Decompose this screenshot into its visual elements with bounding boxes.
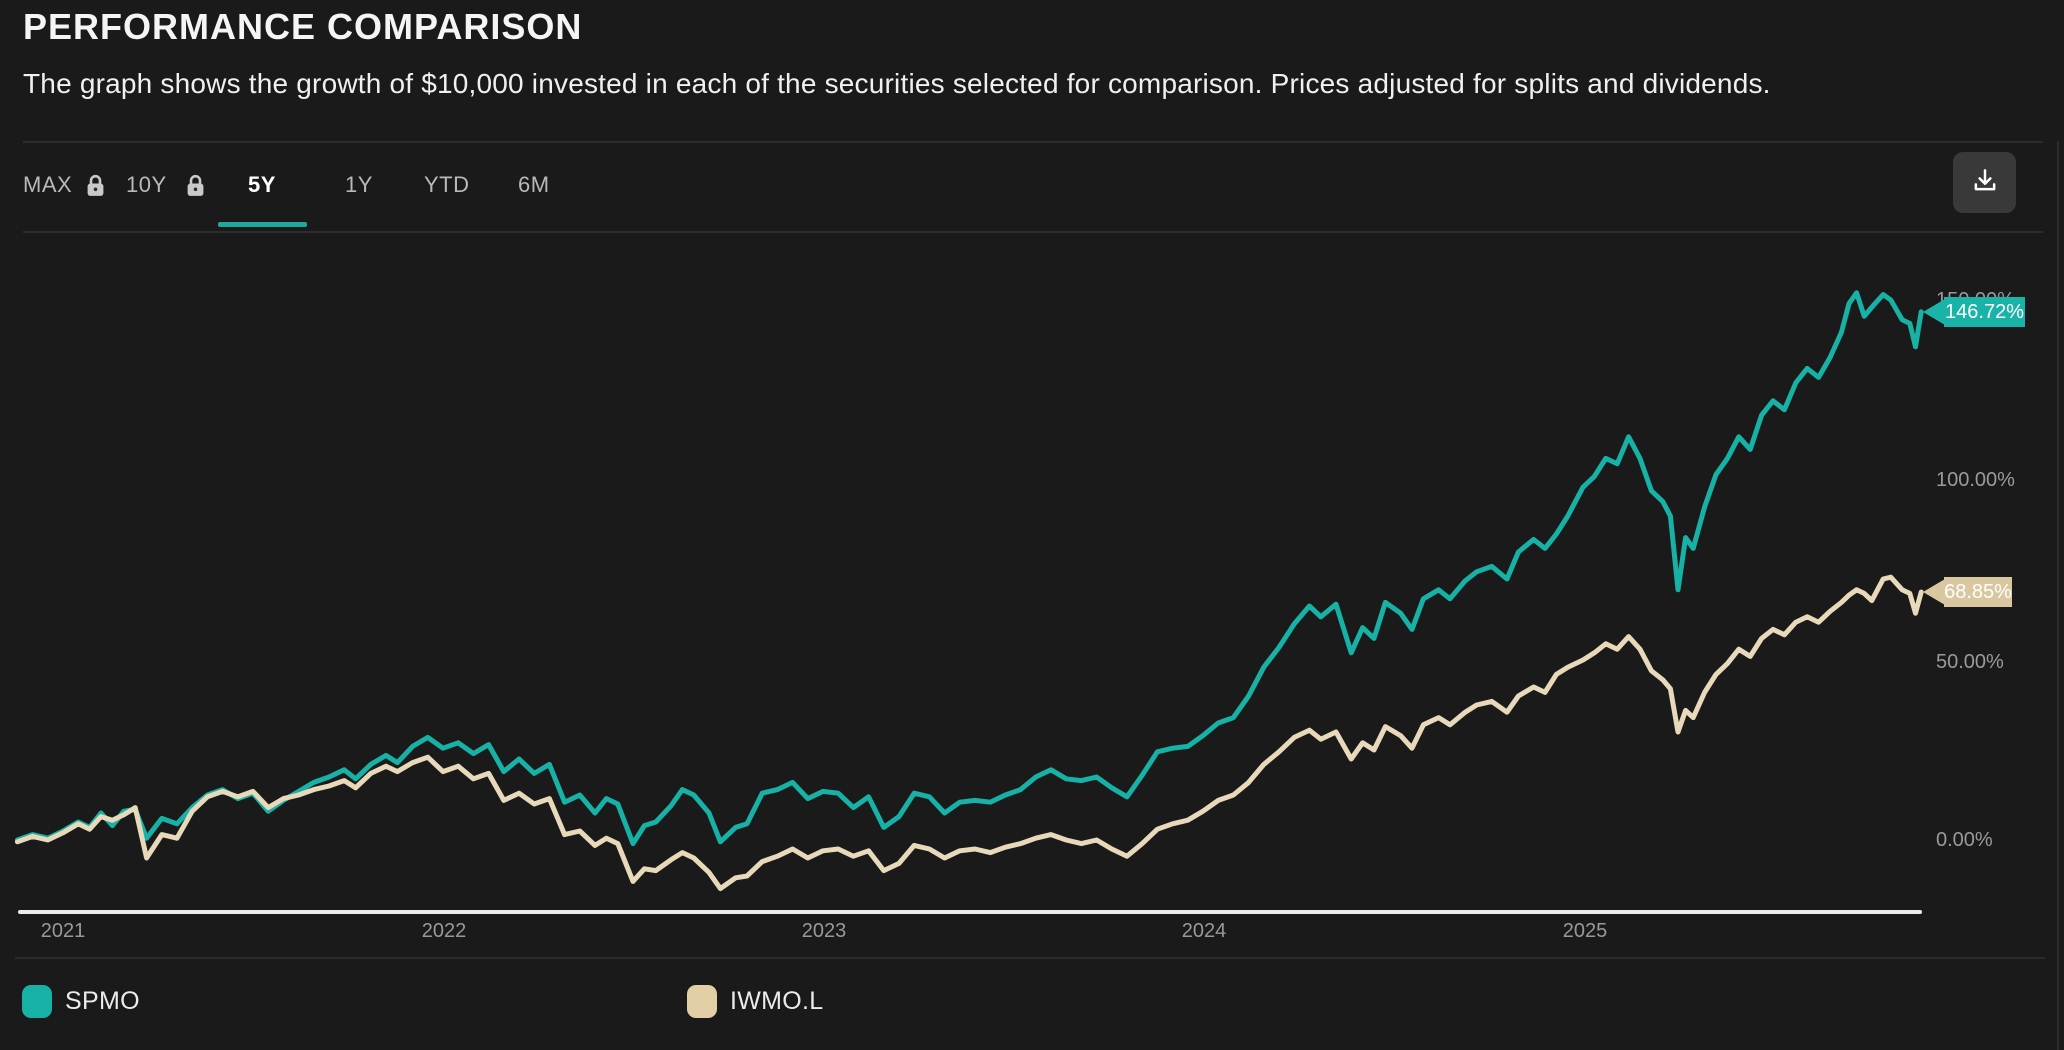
y-tick-100: 100.00% [1936, 469, 2015, 491]
tab-range-10y[interactable]: 10Y [126, 172, 167, 197]
active-tab-underline [218, 222, 307, 227]
y-tick-0: 0.00% [1936, 829, 1993, 851]
tab-range-6m[interactable]: 6M [518, 172, 550, 197]
lock-icon [186, 174, 205, 197]
legend-label-iwmo: IWMO.L [730, 987, 824, 1015]
download-button[interactable] [1953, 152, 2016, 213]
y-tick-50: 50.00% [1936, 651, 2004, 673]
tab-range-1y[interactable]: 1Y [345, 172, 373, 197]
x-tick-2021: 2021 [40, 920, 86, 942]
divider [23, 141, 2043, 143]
series-line-spmo [14, 290, 1924, 847]
lock-icon [86, 174, 105, 197]
legend-item-spmo[interactable]: SPMO [22, 985, 140, 1018]
tab-range-max[interactable]: MAX [23, 172, 73, 197]
iwmo-value-label: 68.85% [1944, 580, 2012, 603]
tag-arrow-left-icon [1923, 579, 1945, 605]
page-subtitle: The graph shows the growth of $10,000 in… [23, 68, 1771, 99]
tag-arrow-left-icon [1923, 299, 1945, 325]
download-icon [1971, 166, 1999, 199]
divider [15, 957, 2045, 959]
iwmo-color-swatch [687, 985, 717, 1018]
panel-right-border [2057, 141, 2059, 1050]
tab-range-5y[interactable]: 5Y [248, 172, 276, 197]
legend-item-iwmo[interactable]: IWMO.L [687, 985, 823, 1018]
x-tick-2024: 2024 [1181, 920, 1227, 942]
legend-label-spmo: SPMO [65, 987, 140, 1015]
x-tick-2025: 2025 [1562, 920, 1608, 942]
x-tick-2023: 2023 [801, 920, 847, 942]
tab-range-ytd[interactable]: YTD [424, 172, 470, 197]
divider [23, 231, 2043, 233]
iwmo-value-tag: 68.85% [1923, 577, 2012, 607]
page-title: PERFORMANCE COMPARISON [23, 6, 583, 47]
spmo-color-swatch [22, 985, 52, 1018]
spmo-value-label: 146.72% [1945, 300, 2024, 323]
x-axis-line [18, 910, 1922, 914]
spmo-value-tag: 146.72% [1923, 297, 2025, 327]
series-line-iwmo-l [14, 574, 1924, 892]
x-tick-2022: 2022 [421, 920, 467, 942]
